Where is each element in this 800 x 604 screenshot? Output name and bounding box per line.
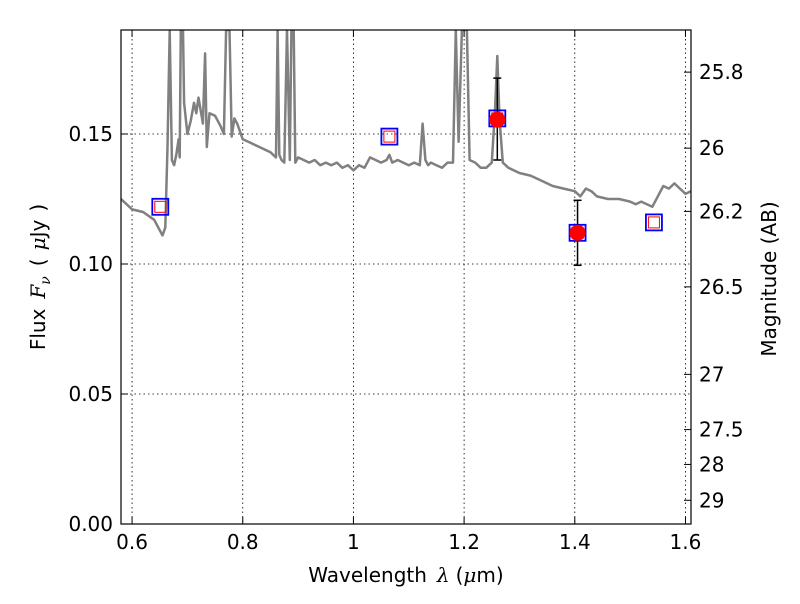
- y-axis-unit-open: (: [26, 258, 50, 266]
- y-tick-label: 0.05: [68, 382, 113, 406]
- x-axis-unit-prefix: μ: [463, 563, 476, 587]
- y2-tick-label: 29: [699, 488, 724, 512]
- y-tick-label: 0.10: [68, 252, 113, 276]
- y-axis-title: Flux Fν ( μJy): [26, 204, 54, 350]
- y-axis-label: Flux: [26, 308, 50, 350]
- y-axis-unit: Jy: [26, 219, 50, 239]
- x-tick-label: 1.2: [448, 530, 480, 554]
- x-axis-title: Wavelength λ (μm): [308, 563, 503, 587]
- x-tick-label: 1: [347, 530, 360, 554]
- observed-photometry-point: [569, 224, 586, 241]
- x-tick-label: 1.4: [559, 530, 591, 554]
- x-tick-label: 1.6: [670, 530, 702, 554]
- spectrum-line: [121, 30, 691, 237]
- y2-tick-label: 27.5: [699, 418, 744, 442]
- observed-photometry-point: [489, 111, 506, 128]
- axis-ticks: 0.6 0.8 1 1.2 1.4 1.6 0.00 0.05 0.10 0.15 25.8 26 26…: [68, 30, 744, 554]
- x-axis-unit-open: (: [456, 563, 464, 587]
- x-tick-label: 0.8: [227, 530, 259, 554]
- y2-tick-label: 26.2: [699, 199, 744, 223]
- x-axis-label: Wavelength: [308, 563, 427, 587]
- y-tick-label: 0.15: [68, 122, 113, 146]
- y2-tick-label: 26.5: [699, 275, 744, 299]
- x-axis-symbol: λ: [436, 563, 450, 587]
- model-photometry-inner-marker: [383, 130, 396, 143]
- observed-photometry-series: [489, 77, 586, 267]
- plot-background: [121, 30, 691, 524]
- model-photometry-inner-marker: [647, 216, 660, 229]
- y-axis-symbol-sub: ν: [38, 276, 54, 285]
- model-photometry-marker: [151, 197, 170, 216]
- y-axis-unit-close: ): [26, 204, 50, 212]
- y2-axis-title: Magnitude (AB): [757, 201, 781, 356]
- y2-tick-label: 27: [699, 362, 724, 386]
- model-photometry-marker: [380, 127, 399, 146]
- y2-tick-label: 25.8: [699, 60, 744, 84]
- x-axis-unit: m: [476, 563, 495, 587]
- spectrum-series: [121, 30, 691, 237]
- plot-frame: [120, 29, 692, 525]
- x-tick-label: 0.6: [116, 530, 148, 554]
- x-axis-unit-close: ): [496, 563, 504, 587]
- y2-tick-label: 28: [699, 452, 724, 476]
- model-photometry-inner-marker: [154, 200, 167, 213]
- y-tick-label: 0.00: [68, 512, 113, 536]
- y2-tick-label: 26: [699, 136, 724, 160]
- y-axis-unit-prefix: μ: [26, 237, 50, 250]
- model-photometry-marker: [645, 213, 663, 232]
- y-axis-symbol: F: [26, 284, 50, 300]
